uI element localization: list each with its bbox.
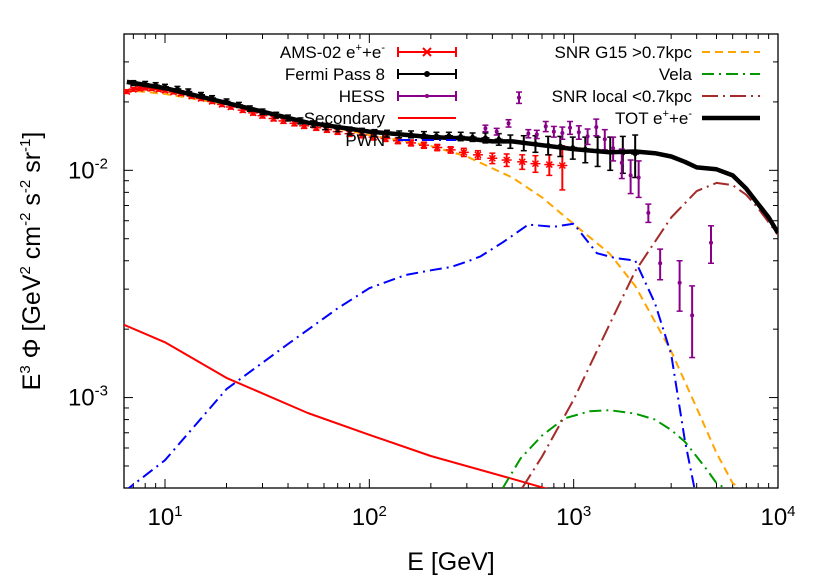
cross-marker	[394, 137, 402, 145]
x-axis-ticks: 101 102 103 104	[132, 34, 796, 531]
dot-marker	[526, 131, 531, 136]
dot-marker	[628, 173, 633, 178]
dot-marker	[560, 130, 565, 135]
dot-marker	[611, 146, 616, 151]
series-line-6	[501, 409, 726, 488]
legend-label: Secondary	[304, 109, 386, 128]
legend-label: HESS	[339, 87, 385, 106]
y-axis-title: E3 Φ [GeV2 cm-2 s-2 sr-1]	[17, 132, 46, 391]
dot-marker	[594, 125, 599, 130]
cross-marker	[518, 158, 526, 166]
dot-marker	[534, 132, 539, 137]
y-tick-label: 10-3	[68, 383, 108, 412]
legend-label: TOT e++e-	[615, 108, 692, 128]
y-axis-ticks: 10-2 10-3	[68, 61, 778, 489]
legend-label: PWN	[345, 131, 385, 150]
legend-label: Fermi Pass 8	[285, 65, 385, 84]
cross-marker	[558, 161, 566, 170]
legend-label: SNR G15 >0.7kpc	[555, 43, 693, 62]
dot-marker	[636, 175, 641, 180]
cross-marker	[460, 148, 468, 156]
legend-marker	[424, 71, 430, 77]
cross-marker	[433, 143, 441, 152]
cross-marker	[420, 141, 428, 149]
dot-marker	[576, 130, 581, 135]
dot-marker	[658, 261, 663, 266]
dot-marker	[551, 129, 556, 134]
x-tick-label: 101	[147, 503, 182, 531]
dot-marker	[483, 126, 488, 131]
cross-marker	[129, 85, 137, 93]
dot-marker	[619, 160, 624, 165]
cross-marker	[488, 154, 496, 162]
series-line-3	[124, 323, 548, 488]
cross-marker	[545, 161, 553, 169]
series-line-5	[124, 88, 741, 488]
legend-label: AMS-02 e++e-	[280, 42, 385, 62]
series-line-4	[127, 222, 696, 488]
dot-marker	[543, 124, 548, 129]
legend-label: Vela	[659, 65, 693, 84]
x-tick-label: 104	[760, 503, 795, 531]
cross-marker	[474, 151, 482, 159]
dot-marker	[494, 129, 499, 134]
series-layer	[124, 79, 778, 488]
legend-label: SNR local <0.7kpc	[552, 87, 693, 106]
series-line-8	[126, 79, 778, 235]
series-line-7	[521, 181, 778, 488]
legend-marker	[425, 94, 429, 98]
dot-marker	[602, 137, 607, 142]
cross-marker	[447, 146, 455, 154]
dot-marker	[677, 280, 682, 285]
y-tick-label: 10-2	[68, 155, 108, 184]
dot-marker	[568, 125, 573, 130]
legend: AMS-02 e++e- Fermi Pass 8 HESS Secondary PWN…	[280, 42, 760, 150]
x-axis-title: E [GeV]	[407, 548, 495, 576]
cross-marker	[503, 156, 511, 164]
series-points-2	[482, 91, 714, 359]
dot-marker	[708, 240, 713, 245]
dot-marker	[646, 210, 651, 215]
dot-marker	[585, 134, 590, 139]
dot-marker	[516, 95, 521, 100]
dot-marker	[690, 313, 695, 318]
dot-marker	[506, 121, 511, 126]
x-tick-label: 103	[556, 503, 591, 531]
cross-marker	[531, 160, 539, 168]
legend-marker	[422, 47, 432, 57]
x-tick-label: 102	[352, 503, 387, 531]
